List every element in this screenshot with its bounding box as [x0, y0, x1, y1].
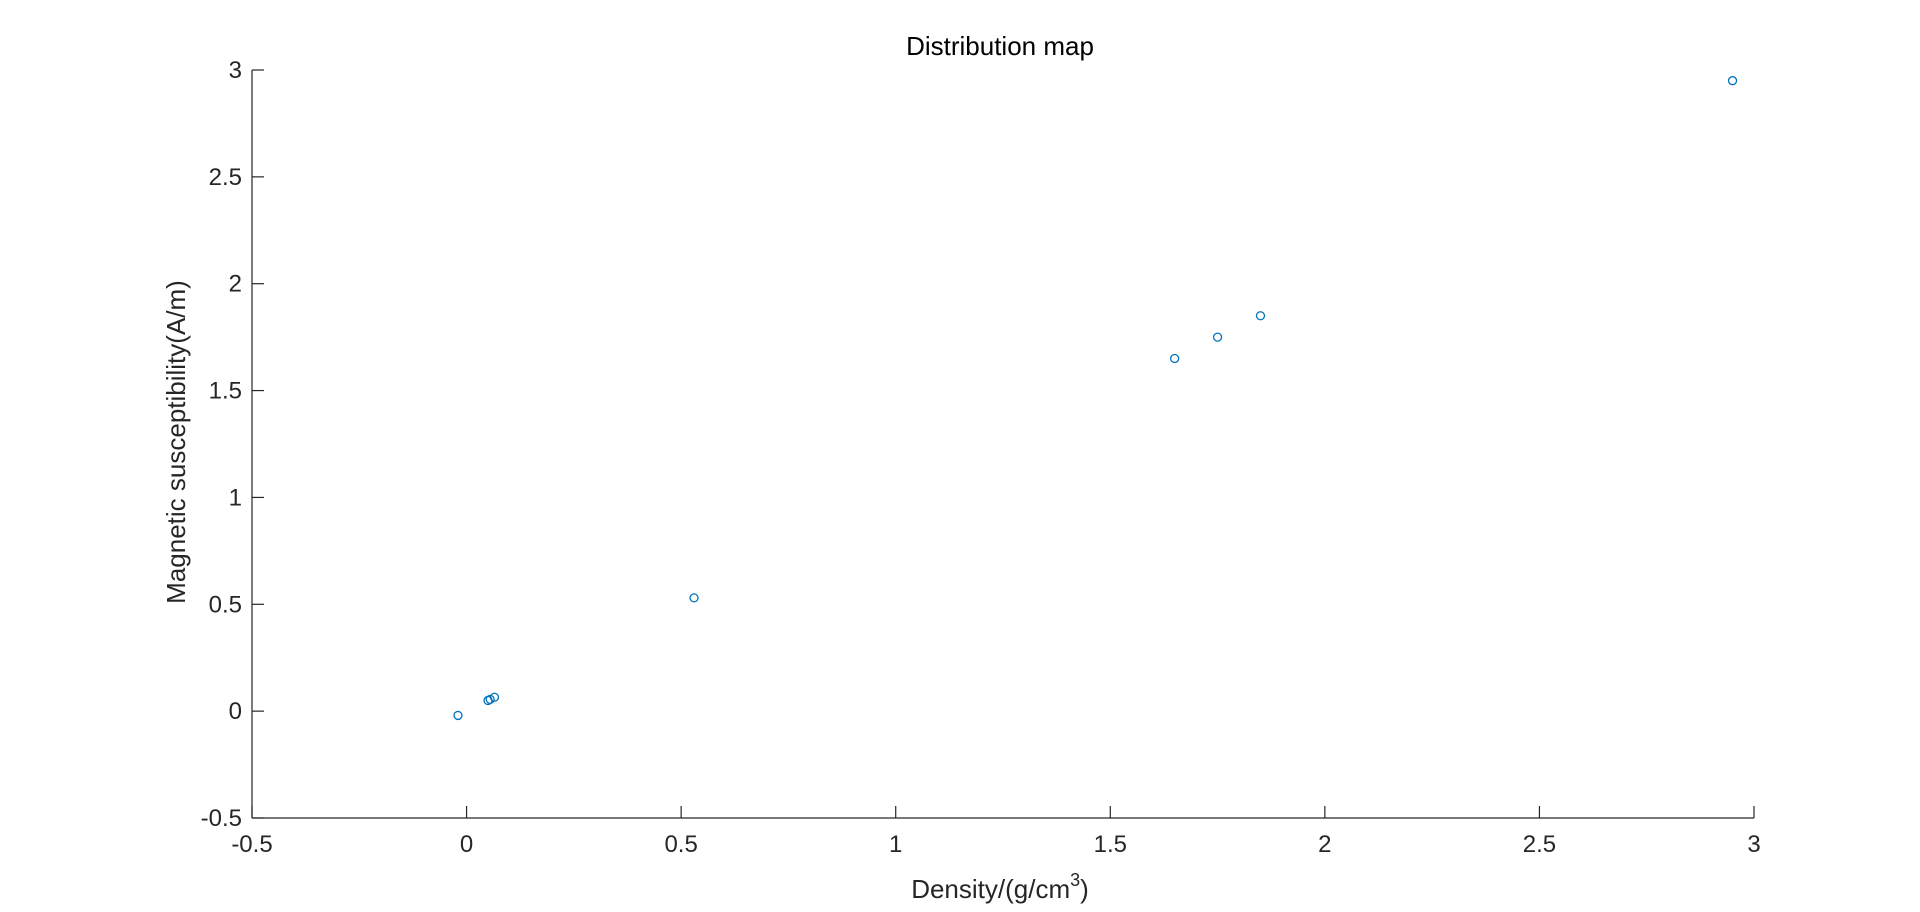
data-point — [689, 593, 699, 603]
y-tick-label: -0.5 — [201, 805, 242, 832]
y-tick-label: 2 — [229, 271, 242, 298]
data-point — [1170, 353, 1180, 364]
data-point — [1212, 332, 1223, 342]
x-tick-label: -0.5 — [231, 831, 272, 858]
x-axis-title: Density/(g/cm3) — [911, 870, 1089, 904]
x-axis-title-superscript: 3 — [1070, 870, 1080, 890]
x-axis: -0.5 0 0.5 1 1.5 2 2.5 3 — [231, 806, 1761, 858]
x-tick-label: 2.5 — [1523, 831, 1556, 858]
y-tick-label: 1.5 — [209, 378, 242, 405]
data-point — [1727, 76, 1738, 86]
chart-title: Distribution map — [906, 31, 1094, 61]
data-point — [1255, 311, 1266, 321]
y-tick-label: 0 — [229, 698, 242, 725]
x-tick-label: 2 — [1318, 831, 1331, 858]
y-tick-label: 2.5 — [209, 164, 242, 191]
plot-area — [453, 76, 1738, 721]
x-tick-label: 0 — [460, 831, 473, 858]
y-axis: -0.5 0 0.5 1 1.5 2 2.5 3 — [201, 57, 264, 832]
y-tick-label: 0.5 — [209, 591, 242, 618]
x-axis-title-main: Density/(g/cm — [911, 874, 1070, 904]
y-tick-label: 1 — [229, 484, 242, 511]
data-point — [489, 692, 500, 702]
y-tick-label: 3 — [229, 57, 242, 84]
y-axis-title: Magnetic susceptibility(A/m) — [161, 280, 191, 604]
x-tick-label: 3 — [1747, 831, 1760, 858]
x-tick-label: 1 — [889, 831, 902, 858]
x-tick-label: 0.5 — [664, 831, 697, 858]
x-axis-title-close: ) — [1080, 874, 1089, 904]
x-tick-label: 1.5 — [1094, 831, 1127, 858]
data-point — [485, 694, 495, 705]
data-point — [453, 710, 463, 721]
